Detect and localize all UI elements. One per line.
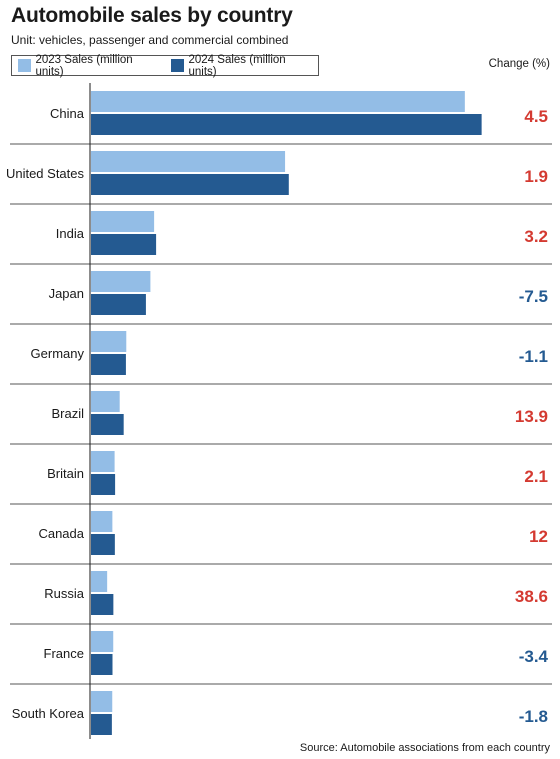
bar-2024-united-states: [91, 174, 289, 195]
legend-item-2023: 2023 Sales (million units): [18, 54, 159, 78]
legend-item-2024: 2024 Sales (million units): [171, 54, 312, 78]
bar-2024-france: [91, 654, 113, 675]
bar-2023-united-states: [91, 151, 286, 172]
bar-2024-canada: [91, 534, 115, 555]
chart-title: Automobile sales by country: [11, 4, 293, 27]
bar-2023-germany: [91, 331, 127, 352]
category-label-france: France: [44, 646, 84, 661]
bar-2024-brazil: [91, 414, 124, 435]
bar-2023-france: [91, 631, 114, 652]
bar-2024-britain: [91, 474, 116, 495]
change-value-south-korea: -1.8: [519, 707, 548, 726]
source-note: Source: Automobile associations from eac…: [299, 742, 550, 754]
bar-2023-canada: [91, 511, 113, 532]
bar-2023-china: [91, 91, 465, 112]
bar-2024-germany: [91, 354, 126, 375]
category-label-russia: Russia: [44, 586, 85, 601]
category-label-south-korea: South Korea: [12, 706, 85, 721]
bar-2024-russia: [91, 594, 114, 615]
category-label-canada: Canada: [38, 526, 84, 541]
category-label-japan: Japan: [49, 286, 84, 301]
category-label-brazil: Brazil: [51, 406, 84, 421]
legend-swatch-2023: [18, 59, 31, 72]
change-value-brazil: 13.9: [515, 407, 548, 426]
bar-2023-japan: [91, 271, 151, 292]
change-value-britain: 2.1: [524, 467, 548, 486]
bar-2024-south-korea: [91, 714, 112, 735]
bar-2023-south-korea: [91, 691, 113, 712]
bar-2023-russia: [91, 571, 108, 592]
change-value-germany: -1.1: [519, 347, 548, 366]
category-label-china: China: [50, 106, 85, 121]
bar-2023-brazil: [91, 391, 120, 412]
bar-2023-britain: [91, 451, 115, 472]
legend: 2023 Sales (million units) 2024 Sales (m…: [11, 54, 319, 78]
change-value-china: 4.5: [524, 107, 548, 126]
bar-2024-india: [91, 234, 157, 255]
bar-2023-india: [91, 211, 155, 232]
change-value-india: 3.2: [524, 227, 548, 246]
category-label-germany: Germany: [31, 346, 85, 361]
bar-2024-japan: [91, 294, 146, 315]
category-label-britain: Britain: [47, 466, 84, 481]
category-label-india: India: [56, 226, 85, 241]
change-value-russia: 38.6: [515, 587, 548, 606]
legend-label-2023: 2023 Sales (million units): [35, 53, 133, 78]
change-column-header: Change (%): [488, 58, 550, 70]
legend-label-2024: 2024 Sales (million units): [188, 53, 286, 78]
legend-swatch-2024: [171, 59, 184, 72]
change-value-united-states: 1.9: [524, 167, 548, 186]
change-value-japan: -7.5: [519, 287, 548, 306]
chart-subtitle: Unit: vehicles, passenger and commercial…: [11, 33, 289, 47]
change-value-canada: 12: [529, 527, 548, 546]
category-label-united-states: United States: [6, 166, 85, 181]
change-value-france: -3.4: [519, 647, 549, 666]
bar-2024-china: [91, 114, 482, 135]
